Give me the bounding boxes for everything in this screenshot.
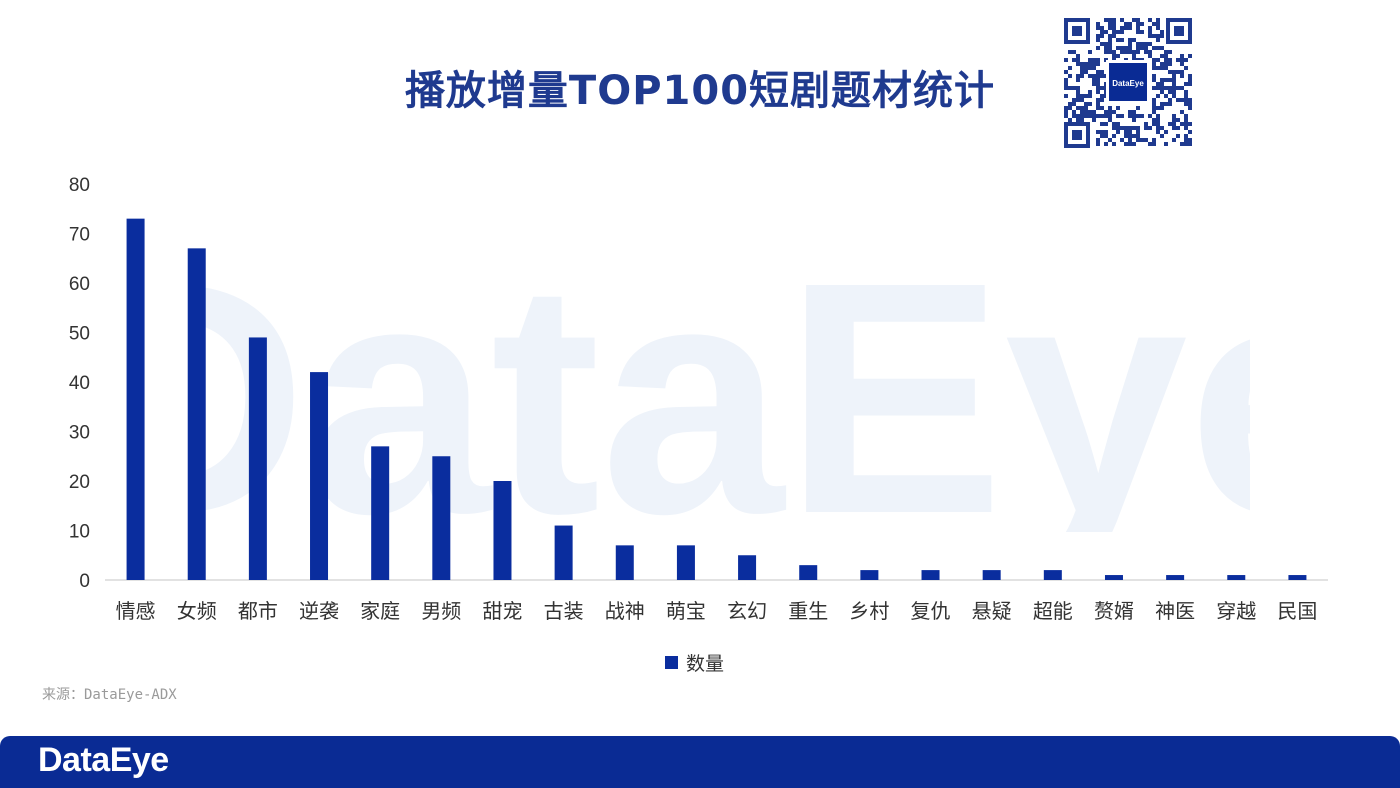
x-tick-label: 都市 — [238, 599, 278, 623]
bar-5 — [432, 456, 451, 580]
x-tick-label: 萌宝 — [666, 599, 706, 623]
x-tick-label: 民国 — [1277, 599, 1317, 623]
bar-11 — [799, 565, 818, 580]
bar-18 — [1227, 575, 1246, 580]
qr-finder-top-right — [1166, 18, 1192, 44]
bar-1 — [187, 248, 206, 580]
y-tick-label: 0 — [79, 571, 90, 592]
x-tick-label: 超能 — [1033, 599, 1073, 623]
y-tick-label: 80 — [69, 175, 90, 196]
watermark: DataEye — [190, 262, 1250, 532]
x-tick-label: 玄幻 — [727, 599, 767, 623]
qr-center-logo — [1109, 63, 1147, 101]
bar-12 — [860, 570, 879, 580]
bar-10 — [738, 555, 757, 580]
qr-finder-bottom-left — [1064, 122, 1090, 148]
bar-17 — [1166, 575, 1185, 580]
bar-0 — [126, 218, 145, 580]
bar-chart: 0 10 20 30 40 50 60 70 80 情感 女频 都市 逆袭 家庭 男频 甜宠 古装 战神 萌宝 玄幻… — [69, 175, 1328, 623]
bar-3 — [310, 372, 329, 580]
source-note: 来源：DataEye-ADX — [42, 687, 177, 703]
qr-logo-text: DataEye — [1112, 79, 1144, 88]
x-tick-label: 战神 — [605, 599, 645, 623]
bar-13 — [921, 570, 940, 580]
x-tick-label: 复仇 — [911, 599, 951, 623]
x-tick-label: 重生 — [788, 599, 828, 623]
qr-finder-top-left — [1064, 18, 1090, 44]
bars — [126, 218, 1307, 580]
y-tick-label: 40 — [69, 373, 90, 394]
footer-bar: DataEye — [0, 736, 1400, 788]
bar-9 — [676, 545, 695, 580]
x-tick-label: 男频 — [421, 599, 461, 623]
bar-4 — [371, 446, 390, 580]
x-axis: 情感 女频 都市 逆袭 家庭 男频 甜宠 古装 战神 萌宝 玄幻 重生 乡村 复仇 悬疑 超能 赘婿 神医 穿越 民国 — [116, 599, 1318, 623]
chart-title: 播放增量TOP100短剧题材统计 — [404, 68, 996, 114]
y-tick-label: 60 — [69, 274, 90, 295]
bar-14 — [982, 570, 1001, 580]
bar-2 — [248, 337, 267, 580]
bar-19 — [1288, 575, 1307, 580]
x-tick-label: 乡村 — [849, 599, 889, 623]
y-tick-label: 10 — [69, 522, 90, 543]
y-axis: 0 10 20 30 40 50 60 70 80 — [69, 175, 90, 592]
x-tick-label: 女频 — [177, 599, 217, 623]
x-tick-label: 神医 — [1155, 599, 1195, 623]
x-tick-label: 悬疑 — [972, 599, 1012, 623]
y-tick-label: 30 — [69, 423, 90, 444]
bar-6 — [493, 481, 512, 580]
legend-label: 数量 — [686, 652, 725, 675]
y-tick-label: 50 — [69, 324, 90, 345]
x-tick-label: 家庭 — [360, 599, 400, 623]
x-tick-label: 穿越 — [1216, 599, 1256, 623]
x-tick-label: 古装 — [544, 599, 584, 623]
bar-15 — [1043, 570, 1062, 580]
bar-16 — [1104, 575, 1123, 580]
y-tick-label: 20 — [69, 472, 90, 493]
y-tick-label: 70 — [69, 225, 90, 246]
qr-code: DataEye — [1062, 16, 1194, 150]
bar-7 — [554, 525, 573, 580]
legend-swatch — [665, 655, 678, 669]
x-tick-label: 甜宠 — [482, 599, 522, 623]
x-tick-label: 赘婿 — [1094, 599, 1134, 623]
watermark-text: DataEye — [190, 262, 1250, 532]
chart-legend: 数量 — [665, 649, 724, 675]
x-tick-label: 逆袭 — [299, 599, 339, 623]
footer-logo: DataEye — [38, 741, 169, 779]
bar-8 — [615, 545, 634, 580]
x-tick-label: 情感 — [116, 599, 156, 623]
